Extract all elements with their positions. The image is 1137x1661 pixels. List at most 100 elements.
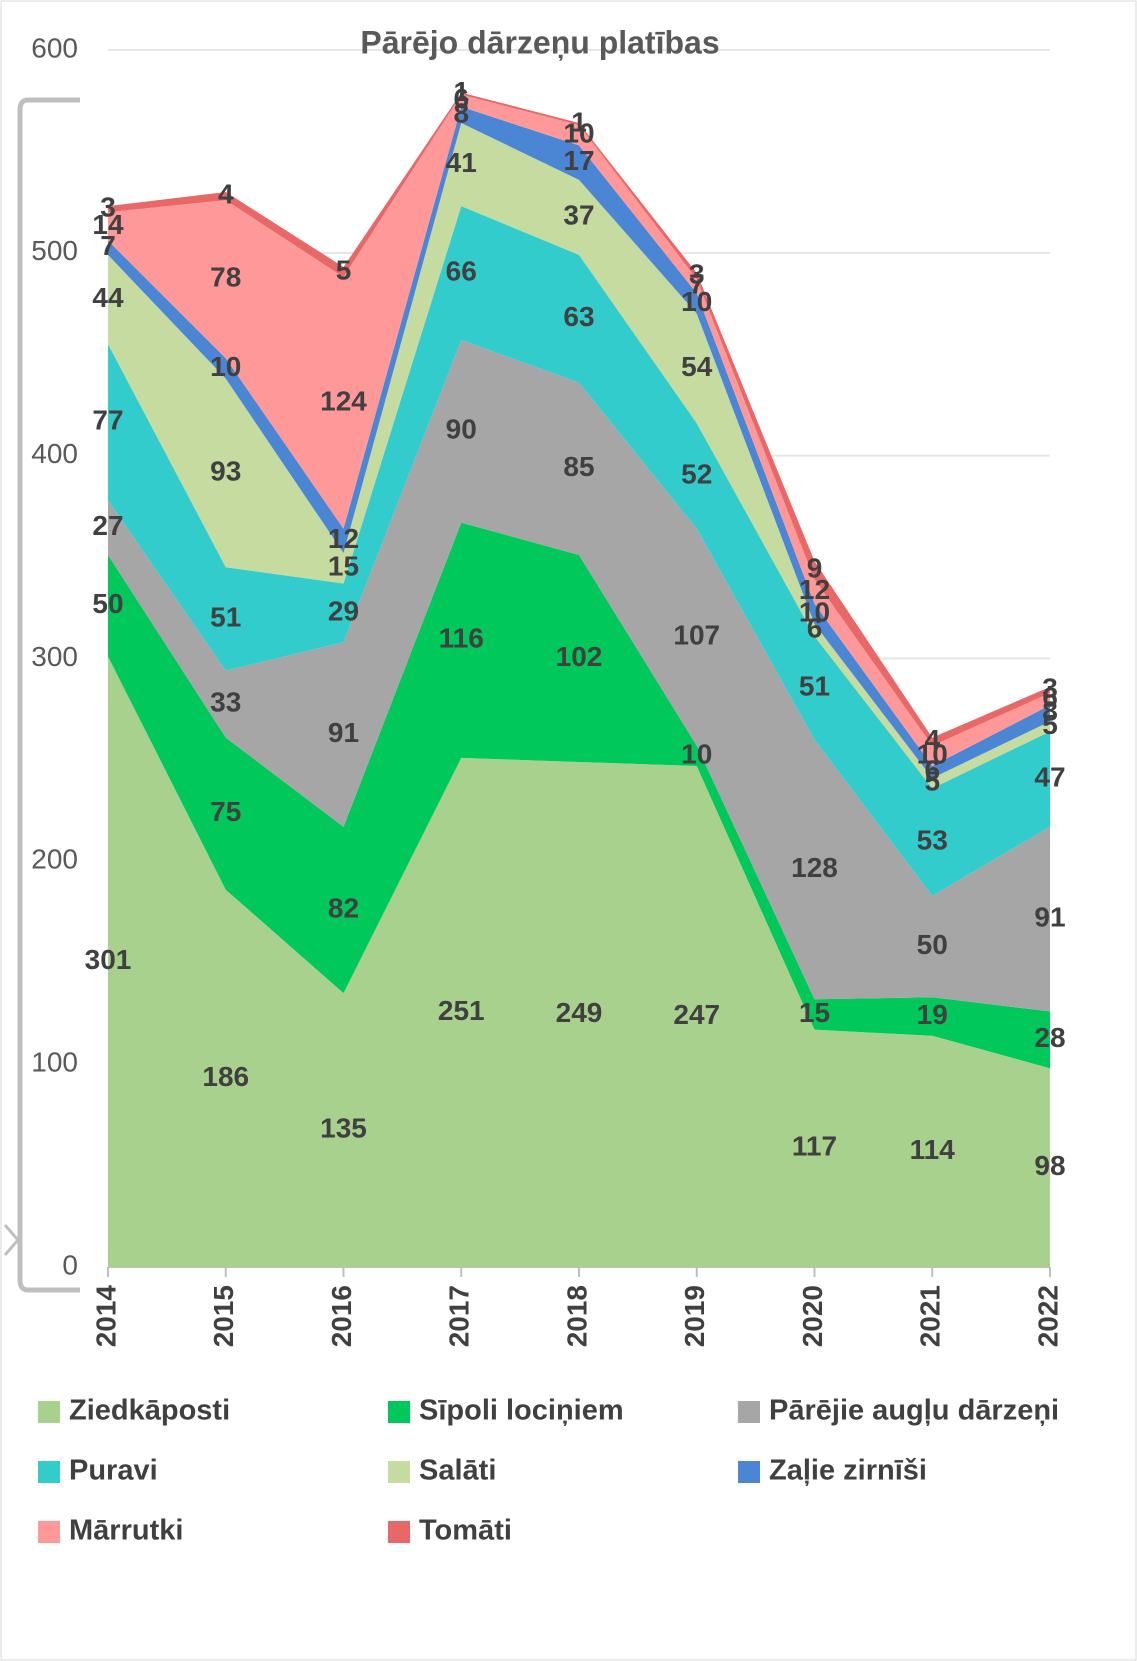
- x-tick-label: 2020: [797, 1285, 828, 1347]
- data-label: 7: [100, 230, 116, 261]
- data-label: 77: [92, 405, 123, 436]
- data-label: 6: [1042, 681, 1058, 712]
- data-label: 3: [100, 192, 116, 223]
- legend-label: Zaļie zirnīši: [769, 1455, 927, 1487]
- data-label: 102: [556, 641, 603, 672]
- data-label: 249: [556, 997, 603, 1028]
- y-tick-label: 100: [31, 1047, 78, 1078]
- data-label: 15: [328, 551, 359, 582]
- data-label: 12: [799, 574, 830, 605]
- data-label: 4: [924, 724, 940, 755]
- legend-swatch: [38, 1521, 60, 1543]
- data-label: 10: [917, 738, 948, 769]
- data-label: 52: [681, 458, 712, 489]
- data-label: 27: [92, 510, 123, 541]
- data-label: 5: [1042, 709, 1058, 740]
- data-label: 10: [563, 118, 594, 149]
- data-label: 6: [453, 83, 469, 114]
- x-tick-label: 2021: [915, 1285, 946, 1347]
- legend-label: Salāti: [419, 1455, 496, 1487]
- area: [108, 94, 1050, 767]
- bracket: [17, 97, 80, 1293]
- legend-swatch: [388, 1401, 410, 1423]
- data-label: 10: [681, 738, 712, 769]
- data-label: 66: [446, 256, 477, 287]
- data-label: 247: [673, 999, 720, 1030]
- data-label: 54: [681, 351, 713, 382]
- data-label: 1: [571, 106, 587, 137]
- legend-label: Ziedkāposti: [69, 1395, 230, 1427]
- data-label: 29: [328, 595, 359, 626]
- data-label: 251: [438, 995, 485, 1026]
- legend-swatch: [388, 1461, 410, 1483]
- data-label: 15: [799, 997, 830, 1028]
- data-label: 128: [791, 852, 838, 883]
- data-label: 6: [807, 612, 823, 643]
- data-label: 117: [792, 1131, 837, 1162]
- data-label: 7: [689, 269, 705, 300]
- data-label: 3: [689, 259, 705, 290]
- data-label: 186: [202, 1061, 249, 1092]
- data-label: 17: [563, 145, 594, 176]
- x-tick-label: 2014: [90, 1285, 121, 1348]
- data-label: 9: [807, 553, 823, 584]
- data-label: 10: [799, 596, 830, 627]
- legend-swatch: [738, 1401, 760, 1423]
- legend-label: Pārējie augļu dārzeņi: [769, 1395, 1059, 1427]
- legend-label: Tomāti: [419, 1515, 512, 1547]
- legend-label: Sīpoli lociņiem: [419, 1395, 624, 1427]
- data-label: 51: [799, 670, 830, 701]
- data-label: 98: [1034, 1150, 1065, 1181]
- data-label: 41: [446, 147, 477, 178]
- data-label: 1: [453, 76, 469, 107]
- data-label: 14: [92, 209, 124, 240]
- data-label: 51: [210, 601, 241, 632]
- data-label: 10: [681, 286, 712, 317]
- legend-swatch: [38, 1401, 60, 1423]
- y-tick-label: 500: [31, 235, 78, 266]
- data-label: 91: [328, 717, 359, 748]
- chart-title: Pārējo dārzeņu platības: [360, 24, 719, 60]
- y-tick-label: 600: [31, 32, 78, 63]
- data-label: 5: [924, 766, 940, 797]
- data-label: 124: [320, 385, 367, 416]
- legend-swatch: [38, 1461, 60, 1483]
- data-label: 44: [92, 282, 124, 313]
- data-label: 50: [92, 588, 123, 619]
- data-label: 114: [910, 1134, 956, 1165]
- data-label: 85: [563, 451, 594, 482]
- data-label: 19: [917, 999, 948, 1030]
- data-label: 37: [563, 200, 594, 231]
- legend-label: Puravi: [69, 1455, 158, 1487]
- area: [108, 206, 1050, 896]
- y-tick-label: 400: [31, 438, 78, 469]
- areas: [108, 92, 1050, 1267]
- data-label: 301: [85, 944, 132, 975]
- x-tick-label: 2022: [1032, 1285, 1063, 1347]
- data-label: 28: [1034, 1022, 1065, 1053]
- data-label: 78: [210, 262, 241, 293]
- x-tick-label: 2019: [679, 1285, 710, 1347]
- data-label: 75: [210, 796, 241, 827]
- x-tick-label: 2017: [444, 1285, 475, 1347]
- legend-swatch: [388, 1521, 410, 1543]
- data-label: 8: [453, 97, 469, 128]
- data-label: 10: [210, 351, 241, 382]
- area: [108, 340, 1050, 1012]
- data-label: 116: [439, 623, 484, 654]
- area: [108, 656, 1050, 1267]
- data-label: 90: [446, 414, 477, 445]
- bracket-arrow: [3, 1224, 20, 1256]
- y-tick-label: 0: [62, 1249, 78, 1280]
- area: [108, 522, 1050, 1069]
- legend-label: Mārrutki: [69, 1515, 183, 1547]
- data-label: 135: [320, 1112, 367, 1143]
- data-label: 82: [328, 892, 359, 923]
- data-label: 6: [924, 754, 940, 785]
- data-label: 107: [673, 620, 720, 651]
- legend-swatch: [738, 1461, 760, 1483]
- data-label: 47: [1034, 762, 1065, 793]
- data-label: 5: [336, 254, 352, 285]
